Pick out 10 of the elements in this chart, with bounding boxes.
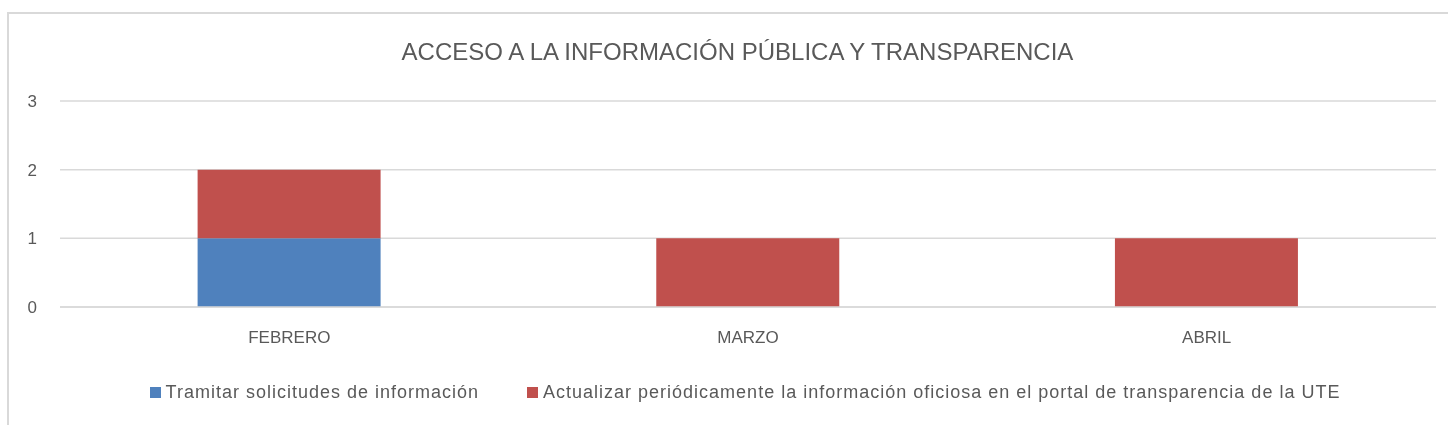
y-tick-label: 1 [27,229,37,249]
legend-label: Actualizar periódicamente la información oficiosa en el portal de transparencia de la UTE [543,382,1341,402]
y-tick-label: 3 [27,92,37,112]
x-tick-label: FEBRERO [248,328,331,348]
legend-label: Tramitar solicitudes de información [165,382,480,402]
y-tick-label: 0 [27,298,37,318]
x-tick-label: MARZO [717,328,779,348]
chart-title: ACCESO A LA INFORMACIÓN PÚBLICA Y TRANSPARENCIA [400,38,1075,65]
x-tick-label: ABRIL [1182,328,1232,348]
y-tick-label: 2 [27,160,37,180]
